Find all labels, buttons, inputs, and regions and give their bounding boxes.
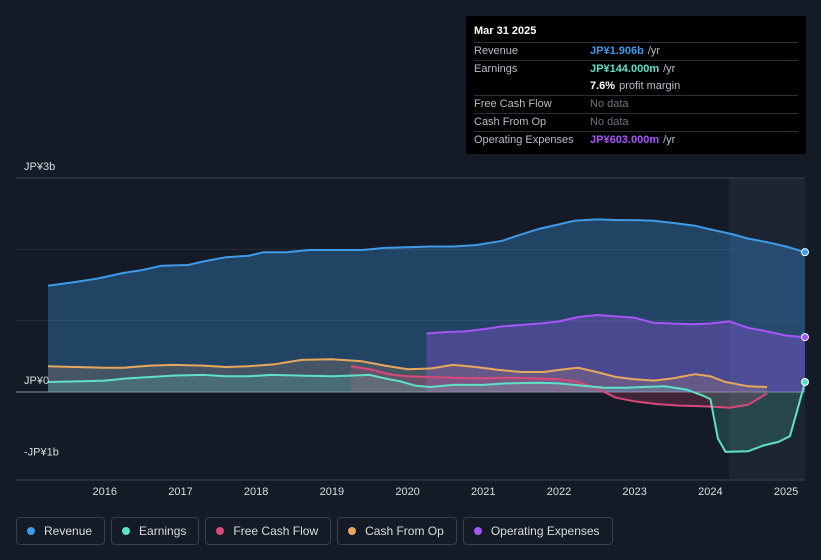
tooltip-panel: Mar 31 2025 Revenue JP¥1.906b /yr Earnin… <box>466 16 806 154</box>
revenue-dot-icon <box>27 527 35 535</box>
x-tick-label: 2022 <box>547 486 571 498</box>
tooltip-value: JP¥1.906b <box>590 45 644 57</box>
x-tick-label: 2023 <box>622 486 646 498</box>
gridlines <box>16 177 805 481</box>
legend-item-earnings[interactable]: Earnings <box>111 517 200 545</box>
tooltip-label: Free Cash Flow <box>474 98 552 110</box>
tooltip-value: 7.6% <box>590 80 616 92</box>
legend: Revenue Earnings Free Cash Flow Cash Fro… <box>16 517 613 545</box>
y-axis-labels: JP¥3b JP¥0 -JP¥1b <box>24 161 59 458</box>
tooltip-label: Cash From Op <box>474 116 547 128</box>
operating-expenses-dot-icon <box>473 527 482 535</box>
tooltip-value: No data <box>590 98 629 110</box>
legend-item-operating-expenses[interactable]: Operating Expenses <box>462 517 613 545</box>
y-tick-label: JP¥0 <box>24 375 49 387</box>
tooltip-unit: /yr <box>663 134 676 146</box>
legend-item-revenue[interactable]: Revenue <box>16 517 106 545</box>
tooltip-value: No data <box>590 116 629 128</box>
x-tick-label: 2024 <box>698 486 722 498</box>
earnings-endpoint <box>801 378 809 387</box>
tooltip-row-earnings: Earnings JP¥144.000m /yr <box>474 60 798 78</box>
operating-expenses-line <box>426 314 806 339</box>
series-endpoints <box>801 248 809 387</box>
tooltip-value: JP¥144.000m <box>590 63 660 75</box>
y-tick-label: JP¥3b <box>24 161 55 173</box>
free-cash-flow-dot-icon <box>216 527 225 535</box>
tooltip-value: JP¥603.000m <box>590 134 660 146</box>
chart: JP¥3b JP¥0 -JP¥1b 2016 2017 2018 2019 2020 2021… <box>16 161 809 498</box>
x-tick-label: 2018 <box>244 486 268 498</box>
tooltip-unit: /yr <box>647 45 661 57</box>
tooltip-row-opex: Operating Expenses JP¥603.000m /yr <box>474 131 798 149</box>
legend-label: Operating Expenses <box>490 524 600 538</box>
tooltip-label: Earnings <box>474 63 518 75</box>
x-tick-label: 2020 <box>395 486 419 498</box>
legend-item-cash-from-op[interactable]: Cash From Op <box>337 517 457 545</box>
tooltip-row-margin: 7.6% profit margin <box>474 78 798 95</box>
revenue-line <box>47 218 806 287</box>
earnings-area <box>48 374 805 452</box>
legend-label: Revenue <box>44 524 93 538</box>
y-tick-label: -JP¥1b <box>24 446 59 458</box>
x-axis-labels: 2016 2017 2018 2019 2020 2021 2022 2023 2024 2025 <box>93 486 799 498</box>
x-tick-label: 2025 <box>774 486 798 498</box>
legend-item-free-cash-flow[interactable]: Free Cash Flow <box>205 517 332 545</box>
cash-from-op-dot-icon <box>348 527 357 535</box>
tooltip-label <box>474 78 590 95</box>
x-tick-label: 2017 <box>168 486 192 498</box>
tooltip-row-fcf: Free Cash Flow No data <box>474 95 798 113</box>
tooltip-unit: /yr <box>663 63 676 75</box>
revenue-endpoint <box>801 248 809 257</box>
tooltip-row-cfo: Cash From Op No data <box>474 113 798 131</box>
tooltip-date: Mar 31 2025 <box>474 25 537 37</box>
series-lines <box>47 218 806 453</box>
x-tick-label: 2021 <box>471 486 495 498</box>
cash-from-op-line <box>47 358 768 388</box>
tooltip-unit: profit margin <box>619 80 681 92</box>
x-tick-label: 2019 <box>320 486 344 498</box>
earnings-line <box>47 373 806 453</box>
tooltip-label: Revenue <box>474 45 519 57</box>
legend-label: Earnings <box>139 524 187 538</box>
earnings-dot-icon <box>122 527 131 535</box>
revenue-area <box>48 219 805 392</box>
legend-label: Cash From Op <box>365 524 444 538</box>
x-tick-label: 2016 <box>93 486 117 498</box>
free-cash-flow-area <box>350 366 768 408</box>
operating-expenses-endpoint <box>801 333 809 342</box>
legend-label: Free Cash Flow <box>233 524 319 538</box>
tooltip-label: Operating Expenses <box>474 134 574 146</box>
series-areas <box>48 219 805 452</box>
tooltip-row-revenue: Revenue JP¥1.906b /yr <box>474 42 798 60</box>
